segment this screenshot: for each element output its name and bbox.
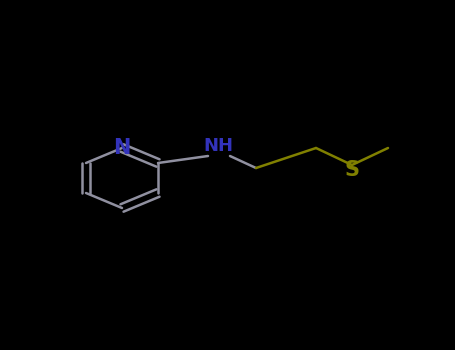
Text: S: S: [344, 160, 359, 180]
Text: N: N: [113, 138, 131, 158]
Text: NH: NH: [203, 137, 233, 155]
